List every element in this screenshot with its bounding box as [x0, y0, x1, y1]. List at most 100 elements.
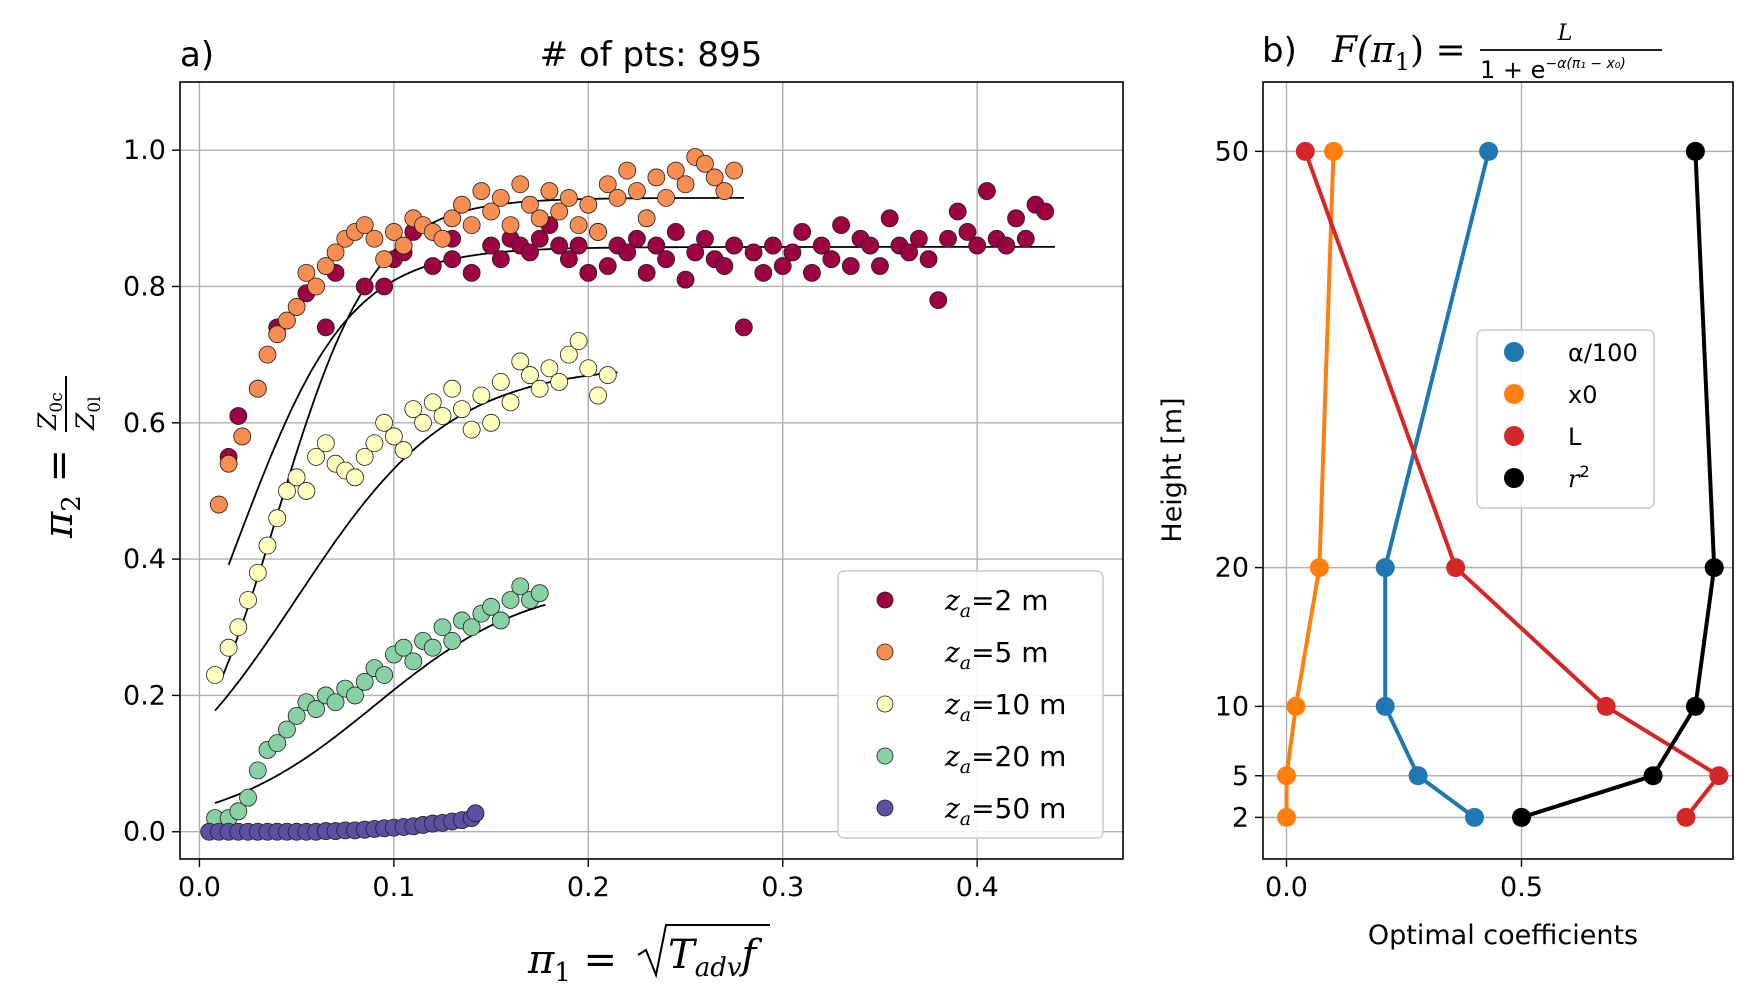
data-point [375, 666, 394, 684]
legend-label: za=10 m [944, 688, 1066, 726]
series-point [1512, 807, 1531, 827]
data-point [968, 236, 987, 255]
data-point [647, 168, 666, 187]
data-point [394, 236, 413, 255]
series-point [1324, 141, 1343, 161]
data-point [598, 175, 617, 194]
data-point [278, 311, 296, 330]
data-point [462, 263, 481, 282]
data-point [948, 202, 967, 221]
panel-b-title-formula: F(π1) = L 1 + e−α(π₁ − x₀) [1331, 21, 1662, 84]
series-line [1375, 141, 1499, 827]
data-point [569, 216, 588, 235]
series-line [1295, 141, 1729, 827]
panel-b-ylabel: Height [m] [1157, 397, 1188, 542]
legend-label: α/100 [1568, 339, 1638, 367]
data-point [725, 161, 744, 180]
fit-curve [214, 603, 546, 804]
data-point [696, 154, 714, 173]
panel-b-label: b) [1262, 31, 1297, 71]
data-point [559, 188, 578, 207]
data-point [443, 379, 462, 398]
data-point [394, 638, 413, 657]
fit-curve [221, 197, 744, 677]
legend-marker [876, 591, 894, 609]
data-point [1036, 202, 1055, 221]
data-point [384, 427, 403, 446]
data-point [530, 229, 549, 248]
data-point [900, 243, 919, 262]
series-point [1685, 141, 1705, 161]
legend-label: za=50 m [944, 792, 1066, 830]
series-point [1704, 558, 1724, 578]
data-point [803, 263, 821, 282]
data-point [423, 638, 442, 657]
data-point [375, 250, 394, 269]
data-point [521, 195, 539, 214]
data-point [355, 447, 374, 466]
data-point [637, 263, 656, 282]
data-point [384, 223, 403, 241]
data-point [297, 482, 316, 500]
panel-a-x-tick-label: 0.3 [761, 872, 804, 903]
data-point [530, 379, 549, 398]
panel-b-lines: 0.0 0.5 2 5 10 20 50 b) F(π1) = L 1 + e−α(π₁ … [1157, 21, 1734, 951]
data-point [219, 454, 238, 473]
data-point [229, 407, 248, 425]
data-point [433, 407, 452, 425]
panel-a-scatter: 0.0 0.1 0.2 0.3 0.4 0.0 0.2 0.4 0.6 0.8 1.0 a) # … [33, 35, 1124, 988]
panel-b-legend: α/100 x0 Lr2 [1476, 329, 1655, 509]
data-point [466, 804, 485, 823]
series-point [1309, 558, 1329, 578]
panel-a-y-tick-label: 0.2 [123, 680, 166, 711]
data-point [598, 366, 617, 384]
data-point [491, 611, 510, 630]
data-point [491, 372, 510, 391]
data-point [550, 202, 569, 221]
panel-a-x-ticks: 0.0 0.1 0.2 0.3 0.4 [178, 859, 999, 903]
data-point [462, 216, 481, 235]
data-point [958, 223, 977, 241]
data-point [1007, 209, 1025, 228]
data-point [443, 631, 462, 650]
legend-label: x0 [1568, 381, 1597, 409]
data-point [598, 257, 617, 275]
panel-a-x-tick-label: 0.4 [956, 872, 999, 903]
panel-a-x-tick-label: 0.1 [372, 872, 415, 903]
data-point [880, 209, 899, 228]
series-point [1643, 766, 1663, 786]
panel-b-frame [1262, 81, 1734, 860]
data-point [569, 332, 588, 350]
data-point [258, 536, 277, 555]
data-point [462, 618, 481, 637]
legend-label: r2 [1568, 462, 1590, 493]
data-point [744, 243, 763, 262]
data-point [754, 263, 773, 282]
data-point [268, 734, 287, 753]
data-point [248, 761, 267, 780]
legend-marker [1504, 468, 1524, 488]
data-point [977, 182, 996, 200]
data-point [278, 720, 296, 739]
data-point [521, 366, 539, 384]
data-point [511, 352, 530, 371]
data-point [316, 434, 335, 453]
data-point [491, 188, 510, 207]
data-point [287, 298, 306, 316]
panel-b-legend-box [1476, 329, 1655, 509]
legend-label: za=20 m [944, 740, 1066, 778]
series-polyline [1383, 150, 1491, 820]
data-point [715, 182, 734, 200]
data-point [501, 393, 520, 412]
svg-text:Z0c: Z0c [33, 392, 67, 431]
data-point [287, 468, 306, 487]
svg-text:Z0l: Z0l [71, 396, 105, 431]
series-point [1676, 807, 1696, 827]
data-point [618, 243, 637, 262]
panel-a-legend-box [837, 570, 1104, 839]
data-point [521, 243, 539, 262]
data-point [997, 236, 1016, 255]
panel-a-title: # of pts: 895 [540, 35, 763, 75]
panel-a-label: a) [180, 35, 214, 75]
legend-marker [876, 747, 894, 765]
